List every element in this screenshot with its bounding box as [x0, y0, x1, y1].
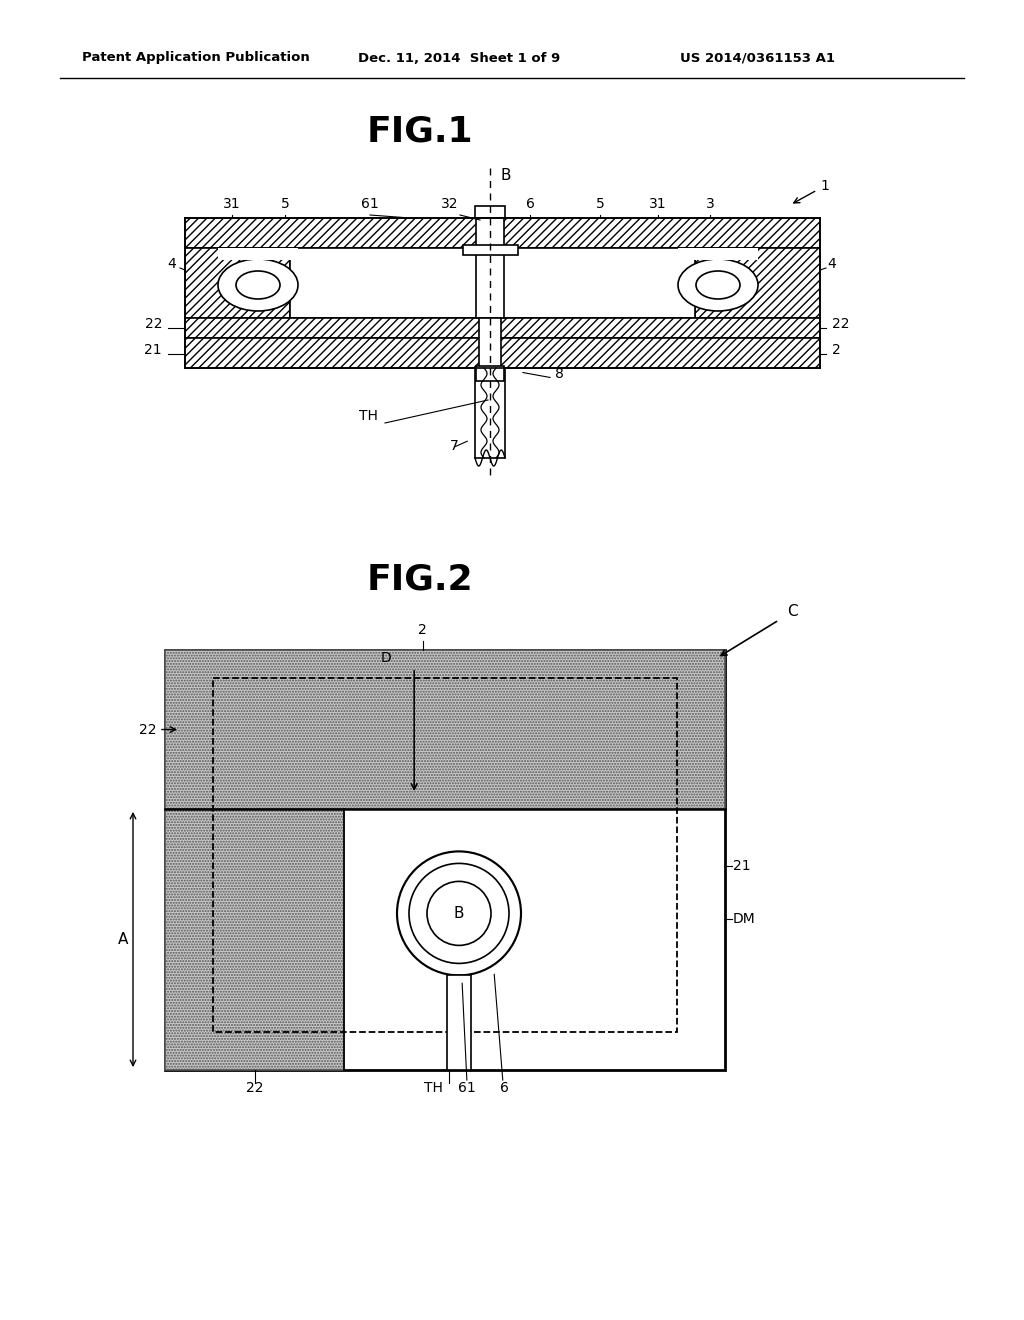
Text: B: B: [500, 168, 511, 182]
Text: Patent Application Publication: Patent Application Publication: [82, 51, 309, 65]
Text: 2: 2: [418, 623, 427, 638]
FancyBboxPatch shape: [165, 809, 344, 1071]
FancyBboxPatch shape: [695, 248, 820, 318]
Text: FIG.2: FIG.2: [367, 564, 473, 597]
Text: FIG.1: FIG.1: [367, 115, 473, 149]
Text: 4: 4: [827, 257, 837, 271]
Text: TH: TH: [424, 1081, 442, 1096]
Text: 61: 61: [361, 197, 379, 211]
Ellipse shape: [678, 259, 758, 312]
FancyBboxPatch shape: [290, 248, 695, 318]
FancyBboxPatch shape: [185, 248, 290, 318]
FancyBboxPatch shape: [463, 246, 518, 255]
FancyBboxPatch shape: [185, 218, 820, 248]
Text: 6: 6: [500, 1081, 509, 1096]
FancyBboxPatch shape: [476, 218, 504, 318]
Text: 22: 22: [831, 317, 850, 331]
Text: 5: 5: [281, 197, 290, 211]
Text: B: B: [454, 906, 464, 921]
Text: DM: DM: [733, 912, 756, 925]
Text: 7: 7: [450, 440, 459, 453]
Text: A: A: [118, 932, 128, 946]
Text: C: C: [787, 605, 798, 619]
Text: 31: 31: [649, 197, 667, 211]
FancyBboxPatch shape: [479, 318, 501, 368]
Text: 22: 22: [139, 722, 157, 737]
Text: 5: 5: [596, 197, 604, 211]
Text: 4: 4: [168, 257, 176, 271]
Ellipse shape: [236, 271, 280, 300]
Ellipse shape: [218, 259, 298, 312]
Ellipse shape: [696, 271, 740, 300]
FancyBboxPatch shape: [447, 975, 471, 1071]
Text: 22: 22: [144, 317, 162, 331]
Text: Dec. 11, 2014  Sheet 1 of 9: Dec. 11, 2014 Sheet 1 of 9: [358, 51, 560, 65]
FancyBboxPatch shape: [476, 366, 504, 381]
Text: 22: 22: [246, 1081, 263, 1096]
Text: US 2014/0361153 A1: US 2014/0361153 A1: [680, 51, 835, 65]
Circle shape: [409, 863, 509, 964]
FancyBboxPatch shape: [678, 248, 758, 260]
Text: 6: 6: [525, 197, 535, 211]
FancyBboxPatch shape: [185, 318, 820, 338]
FancyBboxPatch shape: [475, 206, 505, 218]
FancyBboxPatch shape: [185, 338, 820, 368]
Text: 1: 1: [794, 180, 828, 203]
Text: 8: 8: [555, 367, 564, 381]
Text: 21: 21: [733, 859, 751, 874]
FancyBboxPatch shape: [475, 368, 505, 458]
Text: TH: TH: [358, 409, 378, 422]
FancyBboxPatch shape: [218, 248, 298, 260]
Circle shape: [397, 851, 521, 975]
FancyBboxPatch shape: [165, 649, 725, 1071]
Text: 3: 3: [706, 197, 715, 211]
Text: 21: 21: [144, 343, 162, 356]
Text: 31: 31: [223, 197, 241, 211]
Text: 61: 61: [458, 1081, 476, 1096]
FancyBboxPatch shape: [165, 649, 725, 809]
Text: 32: 32: [441, 197, 459, 211]
Circle shape: [427, 882, 490, 945]
Text: 2: 2: [831, 343, 841, 356]
Text: D: D: [381, 651, 391, 665]
